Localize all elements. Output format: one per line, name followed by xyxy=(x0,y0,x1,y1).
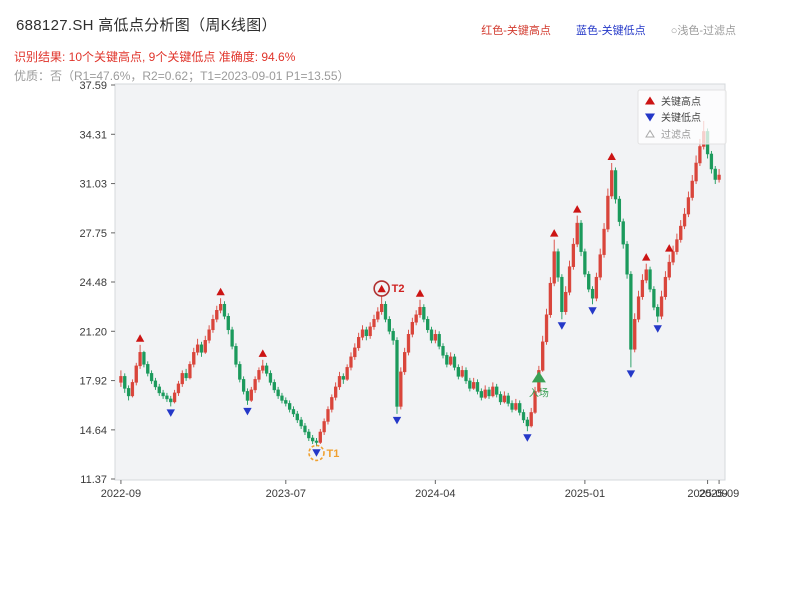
key-high-marker xyxy=(665,244,674,252)
x-tick-label: 2025-09 xyxy=(699,488,739,500)
y-tick-label: 21.20 xyxy=(79,326,107,338)
page-title: 688127.SH 高低点分析图（周K线图） xyxy=(16,17,277,34)
entry-marker: 入场 xyxy=(529,371,549,399)
key-low-marker xyxy=(312,449,321,457)
key-high-marker xyxy=(216,287,225,296)
key-high-marker xyxy=(135,334,145,342)
legend-high-triangle-icon xyxy=(645,96,655,105)
legend-high-label: 红色-关键高点 xyxy=(481,25,551,37)
key-low-marker xyxy=(653,325,662,333)
x-tick-label: 2025-09 xyxy=(687,488,727,500)
key-high-marker xyxy=(550,229,559,237)
key-high-marker xyxy=(415,289,425,297)
y-tick-label: 34.31 xyxy=(79,129,107,141)
legend-low-triangle-icon xyxy=(645,113,655,122)
high-point-markers: T2 xyxy=(135,152,674,357)
x-tick-label: 2022-09 xyxy=(101,488,141,500)
y-tick-label: 11.37 xyxy=(80,474,107,486)
key-low-marker xyxy=(166,409,175,417)
legend-low-item: 关键低点 xyxy=(661,111,701,124)
low-point-markers: T1 xyxy=(166,307,662,462)
t2-label: T2 xyxy=(392,283,405,295)
x-tick-label: 2023-07 xyxy=(266,488,306,500)
legend-filter-label: ○浅色-过滤点 xyxy=(670,25,736,37)
quality-info: 优质：否（R1=47.6%，R2=0.62；T1=2023-09-01 P1=1… xyxy=(14,69,350,83)
legend-low-label: 蓝色-关键低点 xyxy=(575,25,646,37)
y-tick-label: 24.48 xyxy=(79,277,107,289)
y-tick-label: 17.92 xyxy=(79,376,107,388)
key-low-marker xyxy=(557,322,567,330)
y-tick-label: 31.03 xyxy=(79,179,107,191)
legend-filter-item: 过滤点 xyxy=(661,128,691,141)
key-low-marker xyxy=(523,434,532,442)
color-legend: 红色-关键高点 蓝色-关键低点 ○浅色-过滤点 xyxy=(459,22,736,38)
legend-high-item: 关键高点 xyxy=(661,95,701,108)
key-high-marker xyxy=(573,205,582,213)
y-tick-label: 14.64 xyxy=(79,425,107,437)
legend-filter-triangle-icon xyxy=(645,129,655,138)
candles xyxy=(119,120,721,447)
t1-label: T1 xyxy=(326,448,339,460)
key-low-marker xyxy=(243,407,252,416)
y-tick-label: 37.59 xyxy=(79,80,107,92)
y-tick-label: 27.75 xyxy=(79,228,107,240)
key-high-marker xyxy=(607,152,616,160)
entry-triangle-icon xyxy=(531,371,546,383)
key-high-marker xyxy=(377,284,386,293)
key-high-marker xyxy=(642,253,651,261)
x-tick-label: 2024-04 xyxy=(415,488,455,500)
recognition-result: 识别结果: 10个关键高点, 9个关键低点 准确度: 94.6% xyxy=(14,50,296,64)
axes: 37.59 34.31 31.03 27.75 24.48 21.20 17.92 14.64… xyxy=(79,80,739,500)
key-high-marker xyxy=(258,349,267,357)
plot-panel xyxy=(114,83,726,481)
key-low-marker xyxy=(626,370,636,378)
key-low-marker xyxy=(588,307,597,315)
entry-label: 入场 xyxy=(529,386,549,399)
key-low-marker xyxy=(392,416,402,425)
x-tick-label: 2025-01 xyxy=(565,488,605,500)
